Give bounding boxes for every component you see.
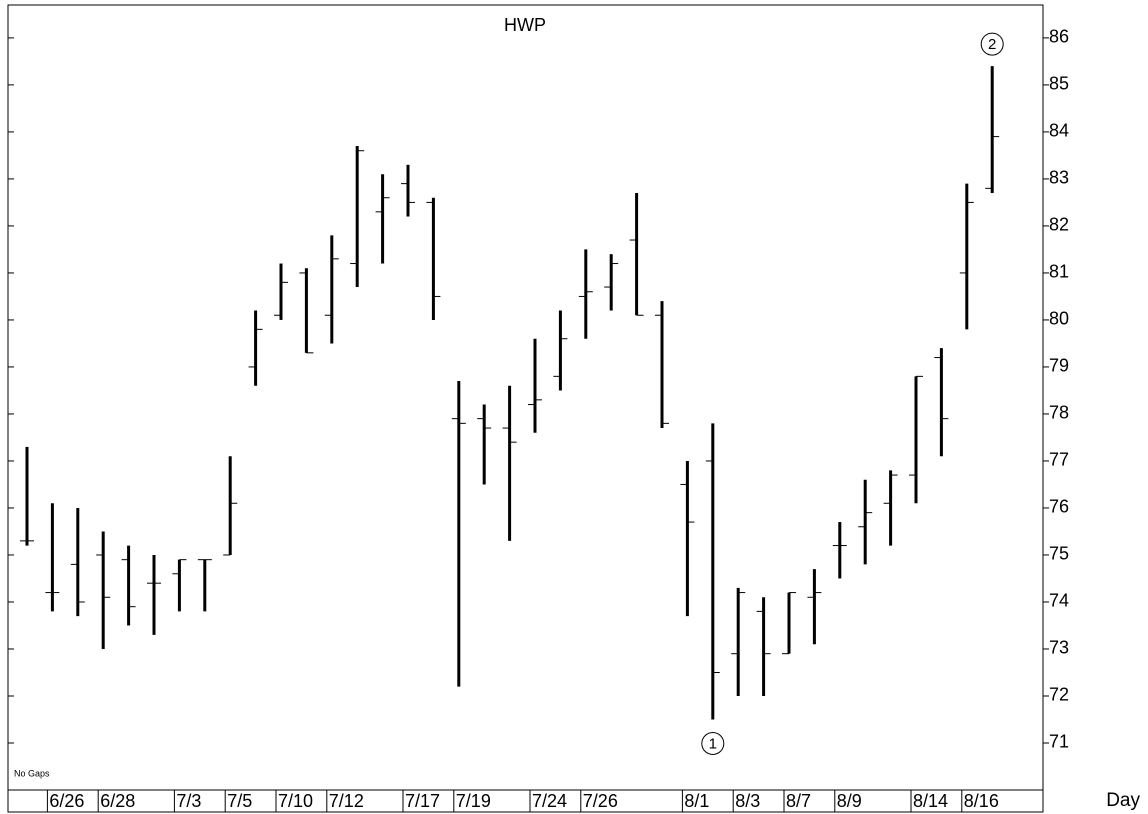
x-tick-label: 7/17 <box>405 791 440 811</box>
x-tick-label: 8/7 <box>786 791 811 811</box>
y-tick-label: 81 <box>1049 262 1069 282</box>
y-tick-label: 74 <box>1049 591 1069 611</box>
y-tick-label: 86 <box>1049 27 1069 47</box>
x-tick-label: 7/5 <box>227 791 252 811</box>
note: No Gaps <box>14 768 50 778</box>
y-tick-label: 71 <box>1049 732 1069 752</box>
chart-title: HWP <box>504 15 546 35</box>
date-strip <box>7 789 1044 813</box>
x-tick-label: 7/26 <box>583 791 618 811</box>
x-tick-label: 8/9 <box>837 791 862 811</box>
x-tick-label: 6/26 <box>49 791 84 811</box>
x-tick-label: 8/16 <box>964 791 999 811</box>
x-tick-label: 8/1 <box>684 791 709 811</box>
y-tick-label: 80 <box>1049 309 1069 329</box>
y-tick-label: 72 <box>1049 685 1069 705</box>
y-tick-label: 85 <box>1049 74 1069 94</box>
y-tick-label: 79 <box>1049 356 1069 376</box>
x-tick-label: 7/19 <box>456 791 491 811</box>
y-tick-label: 83 <box>1049 168 1069 188</box>
x-tick-label: 8/14 <box>913 791 948 811</box>
annotation: 1 <box>709 735 717 752</box>
annotation-circle <box>701 731 725 755</box>
x-tick-label: 7/3 <box>176 791 201 811</box>
y-tick-label: 84 <box>1049 121 1069 141</box>
x-tick-label: 7/24 <box>532 791 567 811</box>
annotation: 2 <box>988 36 996 53</box>
y-tick-label: 78 <box>1049 403 1069 423</box>
annotation-circle <box>980 32 1004 56</box>
x-tick-label: 7/10 <box>278 791 313 811</box>
y-tick-label: 82 <box>1049 215 1069 235</box>
x-tick-label: 8/3 <box>735 791 760 811</box>
y-tick-label: 73 <box>1049 638 1069 658</box>
x-tick-label: 6/28 <box>100 791 135 811</box>
plot-frame <box>7 4 1044 791</box>
y-tick-label: 76 <box>1049 497 1069 517</box>
y-tick-label: 75 <box>1049 544 1069 564</box>
y-tick-label: 77 <box>1049 450 1069 470</box>
x-axis-label: Day <box>1106 790 1140 811</box>
x-tick-label: 7/12 <box>329 791 364 811</box>
